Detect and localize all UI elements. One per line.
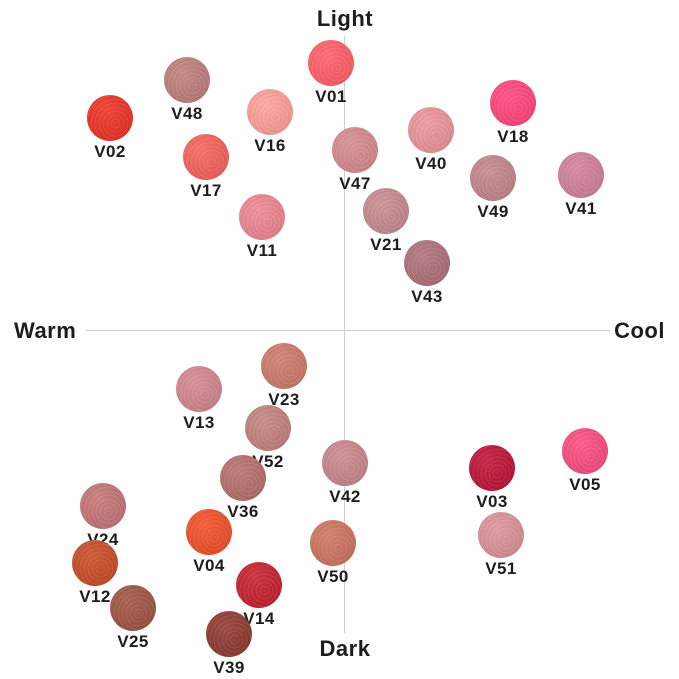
shade-swatch-v40 bbox=[408, 107, 454, 153]
shade-swatch-v25 bbox=[110, 585, 156, 631]
shade-label-v18: V18 bbox=[497, 127, 529, 146]
axis-label-cool: Cool bbox=[614, 318, 665, 343]
shade-swatch-v39 bbox=[206, 611, 252, 657]
shade-label-v04: V04 bbox=[193, 556, 225, 575]
shade-label-v05: V05 bbox=[569, 475, 601, 494]
shade-label-v03: V03 bbox=[476, 492, 508, 511]
shade-swatch-v36 bbox=[220, 455, 266, 501]
shade-label-v11: V11 bbox=[246, 241, 278, 260]
shade-swatch-v16 bbox=[247, 89, 293, 135]
shade-label-v21: V21 bbox=[370, 235, 402, 254]
shade-label-v47: V47 bbox=[339, 174, 371, 193]
shade-swatch-v12 bbox=[72, 540, 118, 586]
shade-label-v50: V50 bbox=[317, 567, 349, 586]
shade-swatch-v05 bbox=[562, 428, 608, 474]
shade-swatch-v43 bbox=[404, 240, 450, 286]
vertical-axis-line bbox=[344, 36, 345, 633]
axis-label-warm: Warm bbox=[14, 318, 77, 343]
shade-swatch-v11 bbox=[239, 194, 285, 240]
shade-label-v12: V12 bbox=[79, 587, 111, 606]
shade-swatch-v13 bbox=[176, 366, 222, 412]
axis-label-dark: Dark bbox=[319, 636, 371, 661]
shade-swatch-v24 bbox=[80, 483, 126, 529]
horizontal-axis-line bbox=[86, 330, 610, 331]
shade-swatch-v48 bbox=[164, 57, 210, 103]
shade-swatch-v02 bbox=[87, 95, 133, 141]
shade-swatch-v17 bbox=[183, 134, 229, 180]
shade-label-v49: V49 bbox=[477, 202, 509, 221]
shade-label-v13: V13 bbox=[183, 413, 215, 432]
shade-label-v17: V17 bbox=[190, 181, 222, 200]
shade-swatch-v49 bbox=[470, 155, 516, 201]
shade-swatch-v14 bbox=[236, 562, 282, 608]
shade-label-v23: V23 bbox=[268, 390, 300, 409]
shade-label-v14: V14 bbox=[243, 609, 275, 628]
axis-label-light: Light bbox=[316, 6, 374, 31]
shade-label-v02: V02 bbox=[94, 142, 126, 161]
shade-swatch-v51 bbox=[478, 512, 524, 558]
shade-swatch-v21 bbox=[363, 188, 409, 234]
shade-label-v43: V43 bbox=[411, 287, 443, 306]
shade-swatch-v52 bbox=[245, 405, 291, 451]
shade-swatch-v47 bbox=[332, 127, 378, 173]
shade-swatch-v41 bbox=[558, 152, 604, 198]
shade-label-v42: V42 bbox=[329, 487, 361, 506]
shade-label-v48: V48 bbox=[171, 104, 203, 123]
shade-label-v39: V39 bbox=[213, 658, 245, 677]
shade-swatch-v01 bbox=[308, 40, 354, 86]
shade-label-v40: V40 bbox=[415, 154, 447, 173]
shade-swatch-v04 bbox=[186, 509, 232, 555]
shade-swatch-v42 bbox=[322, 440, 368, 486]
shade-label-v01: V01 bbox=[315, 87, 347, 106]
shade-swatch-v23 bbox=[261, 343, 307, 389]
shade-label-v36: V36 bbox=[227, 502, 259, 521]
shade-swatch-v18 bbox=[490, 80, 536, 126]
shade-label-v16: V16 bbox=[254, 136, 286, 155]
shade-swatch-v03 bbox=[469, 445, 515, 491]
shade-label-v51: V51 bbox=[485, 559, 517, 578]
shade-swatch-v50 bbox=[310, 520, 356, 566]
shade-label-v25: V25 bbox=[117, 632, 149, 651]
shade-label-v41: V41 bbox=[565, 199, 597, 218]
